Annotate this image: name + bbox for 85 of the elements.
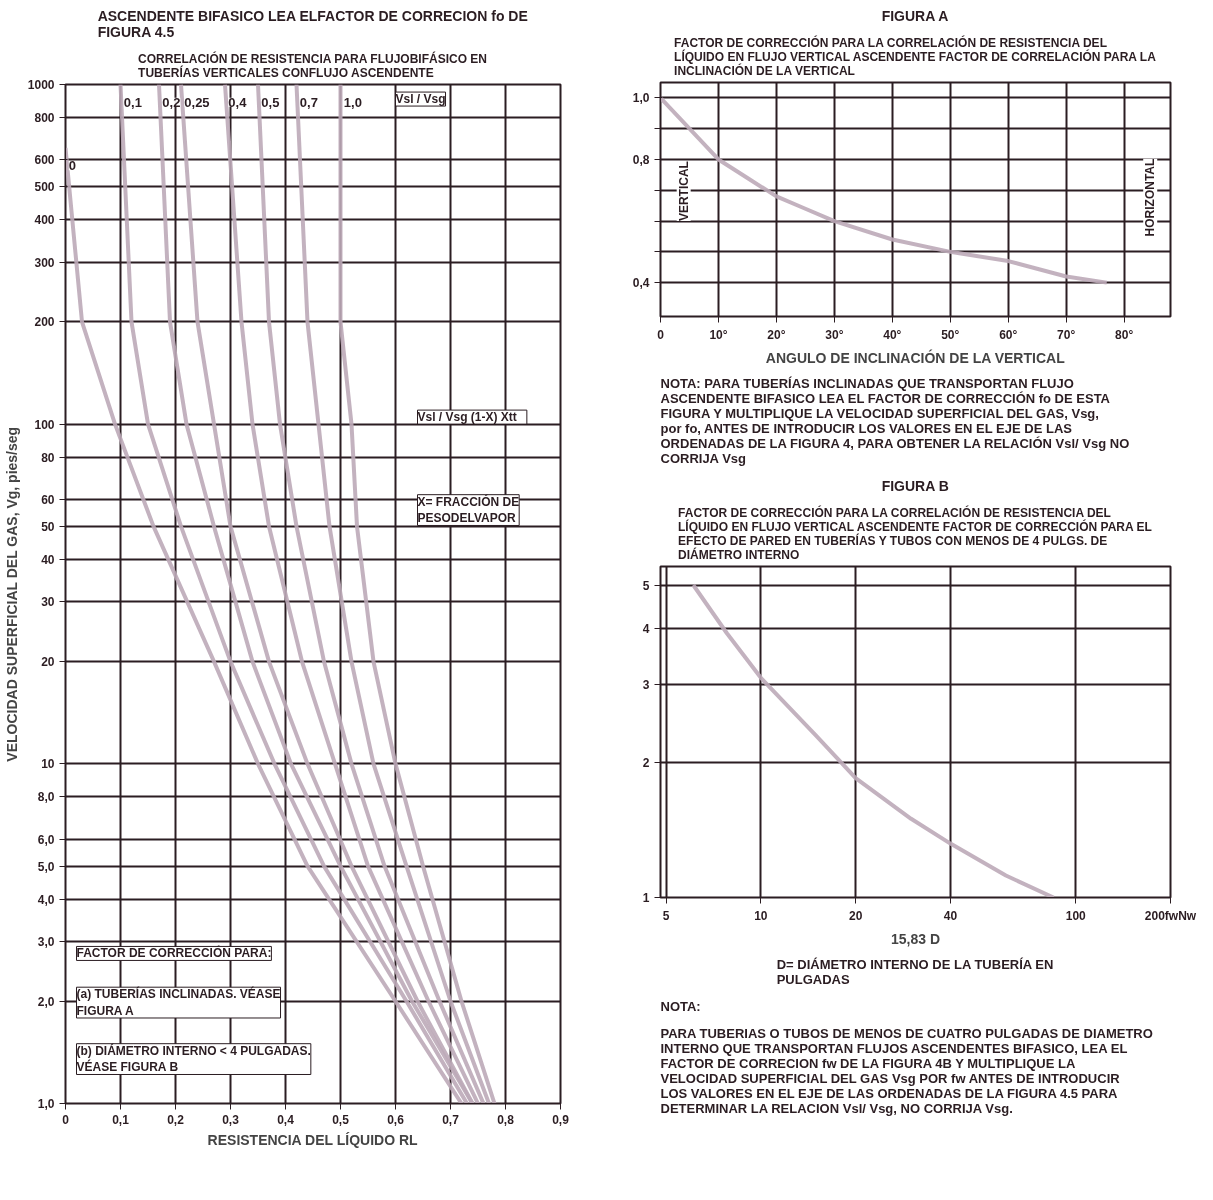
x-tick-label: 60°: [999, 327, 1018, 342]
annotation: HORIZONTAL: [1143, 158, 1158, 237]
series-label: 0,25: [184, 94, 210, 110]
y-axis-title: VELOCIDAD SUPERFICIAL DEL GAS, Vg, pies/seg: [3, 426, 20, 762]
y-tick-label: 300: [34, 255, 55, 270]
x-tick-label: 50°: [941, 327, 960, 342]
y-tick-label: 1,0: [37, 1097, 55, 1111]
y-tick-label: 2: [642, 756, 650, 771]
chart-subtitle: FACTOR DE CORRECCIÓN PARA LA CORRELACIÓN DE RESISTENCIA DEL LÍQUIDO EN FLUJO VERTICAL ASCENDENTE FACTOR DE CORRECCIÓN PARA EL EFECTO DE PARED EN TUBERÍAS Y TUBOS CON MENOS DE 4 PULGS. DE DIÁMETRO INTERNO: [678, 504, 1152, 562]
x-tick-label: 30°: [825, 327, 844, 342]
y-tick-label: 4,0: [37, 892, 55, 907]
x-tick-label: 0,6: [387, 1112, 405, 1127]
x-tick-label: 100: [1065, 908, 1087, 923]
y-tick-label: 6,0: [37, 832, 55, 847]
x-tick-label: 0,1: [112, 1112, 130, 1127]
x-tick-label: 0,9: [552, 1112, 570, 1127]
y-tick-label: 400: [34, 213, 55, 228]
series-label: 0,2: [162, 94, 181, 110]
series-label: 0,5: [261, 94, 280, 110]
x-axis-title: RESISTENCIA DEL LÍQUIDO RL: [207, 1131, 419, 1148]
y-tick-label: 60: [41, 493, 55, 508]
y-tick-label: 1: [642, 891, 650, 905]
y-tick-label: 1,0: [632, 91, 650, 106]
annotation: Vsl / Vsg (1-X) Xtt: [417, 410, 517, 425]
y-tick-label: 8,0: [37, 790, 55, 805]
x-tick-label: 5: [662, 908, 670, 923]
y-tick-label: 2,0: [37, 994, 55, 1009]
x-tick-label: 20: [848, 908, 863, 923]
y-tick-label: 4: [642, 621, 650, 636]
y-tick-label: 100: [34, 417, 55, 432]
series-label: 0: [68, 158, 77, 174]
text: NOTA: PARA TUBERÍAS INCLINADAS QUE TRANSPORTAN FLUJO ASCENDENTE BIFASICO LEA EL FACTOR DE CORRECCIÓN fo DE ESTA FIGURA Y MULTIPLIQUE LA VELOCIDAD SUPERFICIAL DEL GAS, Vsg, por fo, ANTES DE INTRODUCIR LOS VALORES EN EL EJE DE LAS ORDENADAS DE LA FIGURA 4, PARA OBTENER LA RELACIÓN Vsl/ Vsg NO CORRIJA Vsg: [660, 375, 1130, 466]
y-tick-label: 30: [41, 595, 55, 610]
series-label: 0,1: [123, 94, 142, 110]
x-tick-label: 0,8: [497, 1112, 515, 1127]
series-label: 1,0: [343, 94, 362, 110]
x-tick-label: 40: [943, 908, 958, 923]
x-tick-label: 0,7: [442, 1112, 460, 1127]
x-tick-label: 0,5: [332, 1112, 350, 1127]
x-tick-label: 0,4: [277, 1112, 295, 1127]
annotation: VERTICAL: [676, 161, 691, 222]
annotation: (b) DIÁMETRO INTERNO < 4 PULGADAS. VÉASE FIGURA B: [76, 1042, 311, 1075]
chart-subtitle: FACTOR DE CORRECCIÓN PARA LA CORRELACIÓN DE RESISTENCIA DEL LÍQUIDO EN FLUJO VERTICAL ASCENDENTE FACTOR DE CORRELACIÓN PARA LA INCLINACIÓN DE LA VERTICAL: [674, 34, 1157, 78]
text: PARA TUBERIAS O TUBOS DE MENOS DE CUATRO PULGADAS DE DIAMETRO INTERNO QUE TRANSPORTAN FLUJOS ASCENDENTES BIFASICO, LEA EL FACTOR DE CORRECION fw DE LA FIGURA 4B Y MULTIPLIQUE LA VELOCIDAD SUPERFICIAL DEL GAS Vsg POR fw ANTES DE INTRODUCIR LOS VALORES EN EL EJE DE LAS ORDENADAS DE LA FIGURA 4.5 PARA DETERMINAR LA RELACION Vsl/ Vsg, NO CORRIJA Vsg.: [660, 1025, 1153, 1116]
x-tick-label: 200fwNw: [1144, 908, 1197, 923]
chart-title: FIGURA B: [881, 477, 949, 494]
y-tick-label: 0,4: [632, 276, 650, 291]
x-tick-label: 0,3: [222, 1112, 240, 1127]
y-tick-label: 20: [41, 655, 55, 670]
x-tick-label: 20°: [767, 327, 786, 342]
y-tick-label: 1000: [27, 78, 55, 92]
x-tick-label: 80°: [1115, 327, 1134, 342]
y-tick-label: 800: [34, 110, 55, 125]
x-tick-label: 40°: [883, 327, 902, 342]
x-tick-label: 10°: [709, 327, 728, 342]
y-tick-label: 600: [34, 153, 55, 168]
chart-title: ASCENDENTE BIFASICO LEA ELFACTOR DE CORRECION fo DE FIGURA 4.5: [97, 7, 528, 40]
chart-subtitle: CORRELACIÓN DE RESISTENCIA PARA FLUJOBIFÁSICO EN TUBERÍAS VERTICALES CONFLUJO ASCENDENTE: [138, 50, 488, 80]
y-tick-label: 40: [41, 552, 55, 567]
series-label: 0,7: [299, 94, 318, 110]
y-tick-label: 80: [41, 450, 55, 465]
annotation: Vsl / Vsg: [395, 92, 446, 107]
x-tick-label: 0: [62, 1112, 70, 1127]
x-tick-label: 10: [754, 908, 768, 923]
y-tick-label: 50: [41, 519, 55, 534]
text: NOTA:: [660, 998, 701, 1014]
y-tick-label: 10: [41, 757, 55, 772]
y-tick-label: 5: [642, 578, 650, 593]
chart-title: FIGURA A: [881, 7, 949, 24]
y-tick-label: 0,8: [632, 152, 650, 167]
y-tick-label: 500: [34, 180, 55, 195]
annotation: FACTOR DE CORRECCIÓN PARA:: [76, 945, 272, 961]
y-tick-label: 3,0: [37, 934, 55, 949]
x-axis-title: ANGULO DE INCLINACIÓN DE LA VERTICAL: [765, 348, 1066, 366]
annotation: (a) TUBERÍAS INCLINADAS. VÉASE FIGURA A: [76, 986, 281, 1018]
x-tick-label: 0,2: [167, 1112, 185, 1127]
x-tick-label: 0: [657, 327, 665, 342]
y-tick-label: 5,0: [37, 859, 55, 874]
text: D= DIÁMETRO INTERNO DE LA TUBERÍA EN PULGADAS: [776, 956, 1054, 987]
y-tick-label: 3: [642, 677, 650, 692]
annotation: X= FRACCIÓN DE PESODELVAPOR: [417, 493, 520, 526]
series-label: 0,4: [228, 94, 248, 110]
x-tick-label: 70°: [1057, 327, 1076, 342]
x-axis-title: 15,83 D: [890, 930, 941, 947]
y-tick-label: 200: [34, 315, 55, 330]
